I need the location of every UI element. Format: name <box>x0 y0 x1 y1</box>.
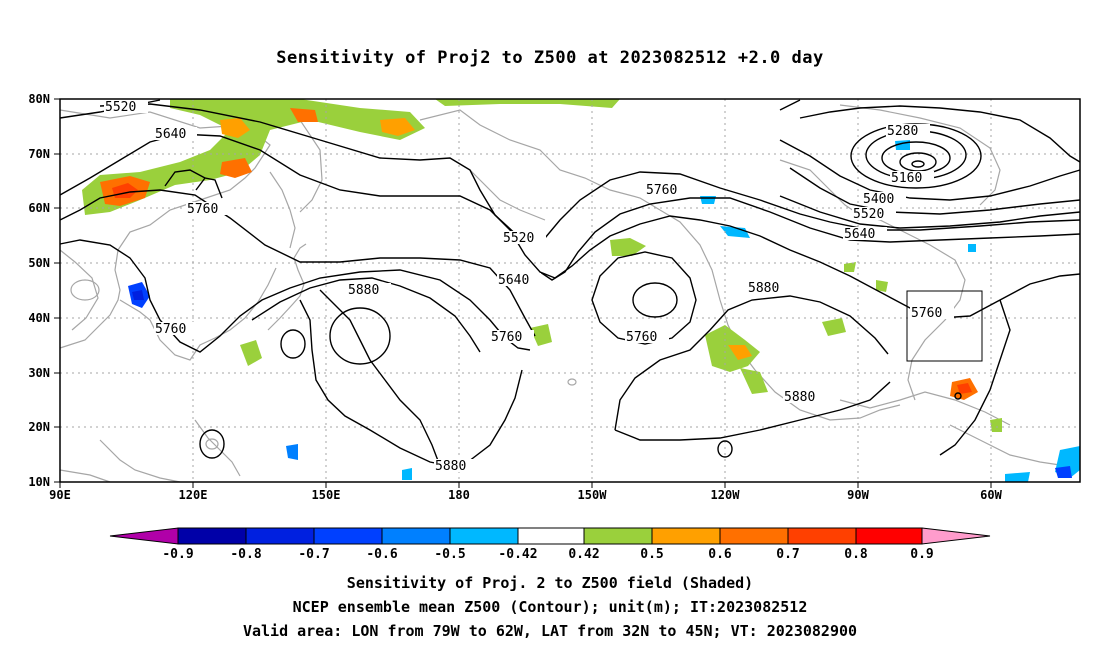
contour-label: 5520 <box>853 207 884 222</box>
lat-label: 30N <box>28 366 50 380</box>
lon-label: 150W <box>578 488 608 502</box>
colorbar-swatch <box>381 527 451 545</box>
lat-label: 40N <box>28 311 50 325</box>
colorbar <box>109 527 991 545</box>
colorbar-right-arrow <box>921 527 991 545</box>
caption-contour: NCEP ensemble mean Z500 (Contour); unit(… <box>292 598 808 616</box>
colorbar-label: 0.42 <box>568 547 599 562</box>
contour-label: 5880 <box>784 390 815 405</box>
lat-label: 60N <box>28 201 50 215</box>
valid-area-box <box>906 290 983 362</box>
colorbar-label: 0.8 <box>844 547 868 562</box>
plot-frame <box>59 98 1081 483</box>
colorbar-swatch <box>855 527 923 545</box>
colorbar-swatch <box>177 527 247 545</box>
colorbar-swatch <box>583 527 653 545</box>
contour-label: 5280 <box>887 124 918 139</box>
contour-label: 5760 <box>491 330 522 345</box>
colorbar-swatch <box>787 527 857 545</box>
colorbar-left-arrow <box>109 527 179 545</box>
contour-label: 5880 <box>748 281 779 296</box>
caption-shaded: Sensitivity of Proj. 2 to Z500 field (Sh… <box>346 574 754 592</box>
colorbar-swatch <box>449 527 519 545</box>
contour-label: 5760 <box>626 330 657 345</box>
map-title: Sensitivity of Proj2 to Z500 at 20230825… <box>276 48 824 68</box>
colorbar-label: -0.8 <box>230 547 261 562</box>
lon-label: 150E <box>312 488 341 502</box>
colorbar-label: -0.6 <box>366 547 397 562</box>
colorbar-label: -0.7 <box>298 547 329 562</box>
contour-label: 5160 <box>891 171 922 186</box>
caption-valid-area: Valid area: LON from 79W to 62W, LAT fro… <box>242 622 858 640</box>
sensitivity-shading <box>82 99 1080 482</box>
contour-label: 5760 <box>911 306 942 321</box>
tick-marks <box>54 98 992 488</box>
lon-label: 180 <box>448 488 470 502</box>
lat-label: 10N <box>28 475 50 489</box>
lat-label: 50N <box>28 256 50 270</box>
contour-label: 5640 <box>844 227 875 242</box>
contour-labels: 5520 5640 5760 5520 5760 5640 5760 5880 … <box>104 100 954 474</box>
contour-label: 5760 <box>187 202 218 217</box>
colorbar-label: 0.9 <box>910 547 933 562</box>
lat-label: 20N <box>28 420 50 434</box>
colorbar-labels: -0.9 -0.8 -0.7 -0.6 -0.5 -0.42 0.42 0.5 … <box>162 547 933 562</box>
colorbar-swatch <box>313 527 383 545</box>
lon-label: 120E <box>179 488 208 502</box>
contour-label: 5520 <box>105 100 136 115</box>
contour-label: 5400 <box>863 192 894 207</box>
contour-label: 5760 <box>155 322 186 337</box>
latitude-labels: 80N 70N 60N 50N 40N 30N 20N 10N <box>28 92 50 489</box>
colorbar-swatch <box>651 527 721 545</box>
colorbar-label: 0.7 <box>776 547 799 562</box>
contour-label: 5520 <box>503 231 534 246</box>
contour-label: 5640 <box>155 127 186 142</box>
lat-label: 70N <box>28 147 50 161</box>
contour-label: 5640 <box>498 273 529 288</box>
lon-label: 120W <box>711 488 741 502</box>
colorbar-swatch <box>245 527 315 545</box>
lon-label: 90E <box>49 488 71 502</box>
colorbar-label: -0.9 <box>162 547 193 562</box>
lon-label: 60W <box>980 488 1002 502</box>
colorbar-label: -0.42 <box>498 547 537 562</box>
colorbar-swatch <box>719 527 789 545</box>
colorbar-label: 0.6 <box>708 547 732 562</box>
lat-label: 80N <box>28 92 50 106</box>
lon-label: 90W <box>847 488 869 502</box>
contour-label: 5880 <box>435 459 466 474</box>
colorbar-label: 0.5 <box>640 547 663 562</box>
colorbar-swatch <box>517 527 585 545</box>
contour-label: 5760 <box>646 183 677 198</box>
contour-label: 5880 <box>348 283 379 298</box>
colorbar-label: -0.5 <box>434 547 465 562</box>
longitude-labels: 90E 120E 150E 180 150W 120W 90W 60W <box>49 488 1002 502</box>
